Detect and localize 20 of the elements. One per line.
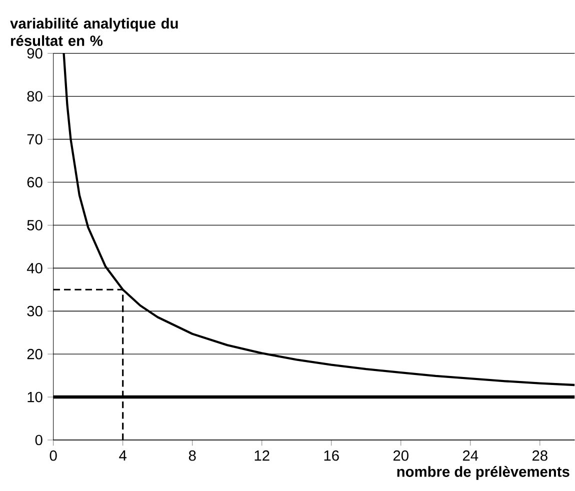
x-tick-label: 20 <box>393 450 408 461</box>
y-tick-label: 30 <box>27 306 42 316</box>
x-tick-label: 28 <box>532 450 548 461</box>
x-tick-label: 16 <box>324 450 339 461</box>
y-tick-label: 0 <box>35 434 42 446</box>
x-tick-label: 12 <box>254 450 270 461</box>
x-tick-label: 24 <box>462 450 478 461</box>
x-tick-label: 0 <box>50 450 57 461</box>
x-tick-label: 4 <box>119 450 126 461</box>
y-tick-label: 70 <box>27 134 42 145</box>
y-tick-label: 50 <box>27 220 42 231</box>
y-tick-label: 10 <box>28 392 42 402</box>
x-tick-label: 8 <box>188 450 196 461</box>
y-tick-label: 60 <box>27 177 42 188</box>
y-tick-label: 80 <box>27 91 42 102</box>
y-tick-label: 20 <box>27 349 42 360</box>
y-tick-label: 90 <box>27 48 42 59</box>
y-tick-label: 40 <box>26 263 42 274</box>
y-axis-title: variabilité analytique du résultat en % <box>10 18 178 46</box>
x-axis-title: nombre de prélèvements <box>397 466 570 480</box>
